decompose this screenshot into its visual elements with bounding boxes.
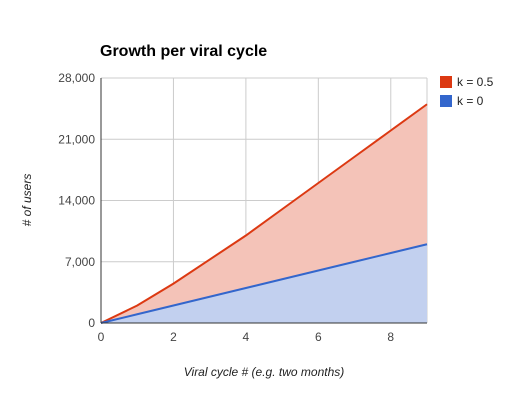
axes xyxy=(100,78,427,324)
y-axis-title: # of users xyxy=(20,174,34,227)
legend-label: k = 0.5 xyxy=(457,75,494,89)
x-axis-title: Viral cycle # (e.g. two months) xyxy=(184,365,345,379)
y-tick-label: 14,000 xyxy=(58,194,95,208)
y-tick-labels: 0 7,000 14,000 21,000 28,000 xyxy=(58,71,95,330)
y-tick-label: 7,000 xyxy=(65,255,95,269)
y-tick-label: 21,000 xyxy=(58,132,95,146)
x-tick-label: 6 xyxy=(315,330,322,344)
x-tick-label: 2 xyxy=(170,330,177,344)
y-tick-label: 0 xyxy=(88,316,95,330)
legend-swatch xyxy=(440,76,452,88)
legend-swatch xyxy=(440,95,452,107)
legend-label: k = 0 xyxy=(457,94,484,108)
line-series-1 xyxy=(100,243,428,324)
series-lines xyxy=(100,103,428,324)
y-tick-label: 28,000 xyxy=(58,71,95,85)
x-tick-label: 8 xyxy=(387,330,394,344)
x-tick-label: 0 xyxy=(98,330,105,344)
line-series-0 xyxy=(100,103,428,324)
x-tick-label: 4 xyxy=(243,330,250,344)
x-tick-labels: 0 2 4 6 8 xyxy=(98,330,395,344)
series-areas xyxy=(101,104,427,323)
chart-title: Growth per viral cycle xyxy=(100,43,267,60)
legend: k = 0.5 k = 0 xyxy=(440,75,494,108)
